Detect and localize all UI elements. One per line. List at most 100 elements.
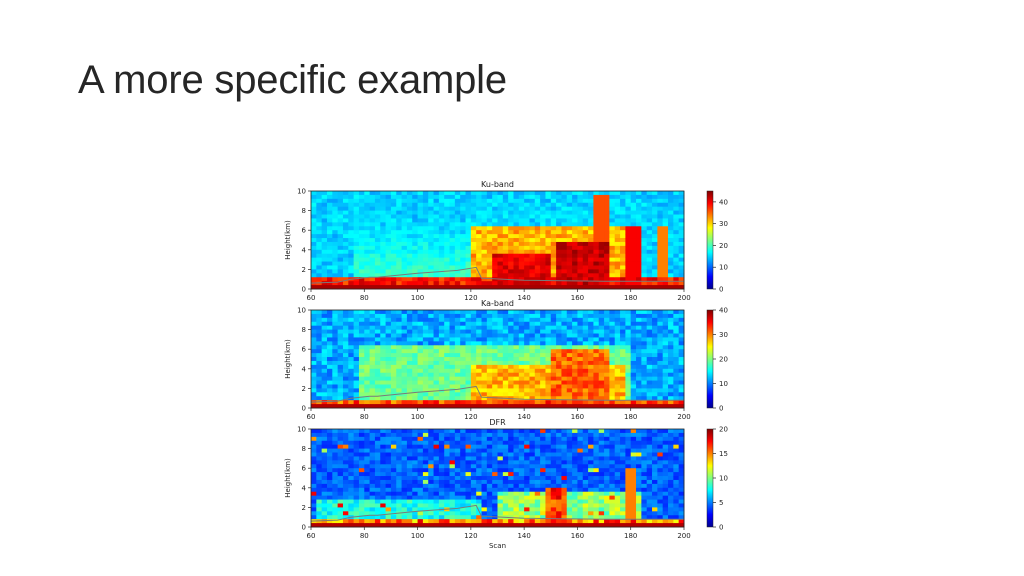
heatmap-cell <box>326 257 333 262</box>
heatmap-cell <box>657 325 664 330</box>
heatmap-cell <box>311 345 317 350</box>
heatmap-cell <box>311 210 317 215</box>
heatmap-cell <box>577 194 584 200</box>
heatmap-cell <box>454 230 461 235</box>
heatmap-cell <box>513 230 520 235</box>
heatmap-cell <box>534 483 541 489</box>
heatmap-cell <box>678 206 685 211</box>
heatmap-cell <box>604 202 610 208</box>
heatmap-cell <box>396 515 402 520</box>
heatmap-cell <box>566 392 573 397</box>
heatmap-cell <box>348 341 355 346</box>
heatmap-cell <box>332 448 339 453</box>
heatmap-cell <box>476 376 482 381</box>
heatmap-cell <box>396 218 402 223</box>
heatmap-cell <box>364 353 371 358</box>
heatmap-cell <box>374 273 381 278</box>
heatmap-cell <box>508 460 514 465</box>
heatmap-cell <box>518 376 525 381</box>
heatmap-cell <box>534 218 541 223</box>
heatmap-cell <box>311 487 317 493</box>
heatmap-cell <box>321 261 328 266</box>
heatmap-cell <box>412 507 418 512</box>
heatmap-cell <box>321 476 328 481</box>
heatmap-cell <box>518 483 525 489</box>
heatmap-cell <box>497 345 504 350</box>
heatmap-cell <box>438 483 445 489</box>
heatmap-cell <box>630 261 637 266</box>
heatmap-cell <box>614 384 621 389</box>
heatmap-cell <box>593 194 600 200</box>
heatmap-cells <box>311 310 685 409</box>
heatmap-cell <box>625 360 632 366</box>
heatmap-cell <box>428 380 434 385</box>
heatmap-cell <box>380 194 386 200</box>
heatmap-cell <box>646 317 653 323</box>
heatmap-cell <box>364 372 371 378</box>
heatmap-cell <box>428 238 434 243</box>
heatmap-cell <box>364 218 371 223</box>
heatmap-cell <box>588 281 594 286</box>
heatmap-cell <box>412 440 418 446</box>
heatmap-cell <box>417 257 424 262</box>
heatmap-cell <box>540 261 546 266</box>
heatmap-cell <box>582 269 589 274</box>
heatmap-cell <box>390 261 397 266</box>
heatmap-cell <box>444 376 450 381</box>
heatmap-cell <box>588 444 594 449</box>
heatmap-cell <box>508 345 514 350</box>
heatmap-cell <box>502 191 509 196</box>
heatmap-cell <box>556 277 562 282</box>
heatmap-cell <box>417 191 424 196</box>
heatmap-cell <box>358 191 365 196</box>
heatmap-cell <box>604 368 610 374</box>
heatmap-cell <box>428 503 434 508</box>
heatmap-cell <box>348 194 355 200</box>
heatmap-cell <box>465 317 472 323</box>
heatmap-cell <box>572 392 578 397</box>
heatmap-cell <box>449 464 456 469</box>
heatmap-cell <box>465 472 472 477</box>
heatmap-cell <box>422 400 429 405</box>
heatmap-cell <box>566 464 573 469</box>
heatmap-cell <box>476 440 482 446</box>
heatmap-cell <box>321 273 328 278</box>
heatmap-cell <box>593 281 600 286</box>
heatmap-cell <box>668 218 674 223</box>
heatmap-cell <box>540 222 546 227</box>
heatmap-cell <box>465 257 472 262</box>
heatmap-cell <box>646 337 653 342</box>
heatmap-cell <box>556 285 562 290</box>
heatmap-cell <box>422 384 429 389</box>
heatmap-cell <box>417 491 424 497</box>
heatmap-cell <box>311 404 317 409</box>
heatmap-cell <box>646 360 653 366</box>
heatmap-cell <box>358 214 365 219</box>
heatmap-cell <box>412 234 418 239</box>
heatmap-cell <box>444 436 450 442</box>
heatmap-cell <box>342 238 349 243</box>
heatmap-cell <box>534 191 541 196</box>
heatmap-cell <box>348 321 355 327</box>
heatmap-cell <box>561 432 568 438</box>
heatmap-cell <box>588 245 594 251</box>
heatmap-cell <box>598 380 605 385</box>
heatmap-cell <box>321 321 328 327</box>
heatmap-cell <box>422 507 429 512</box>
heatmap-cell <box>444 400 450 405</box>
heatmap-cell <box>588 329 594 334</box>
heatmap-cell <box>657 218 664 223</box>
heatmap-cell <box>332 503 339 508</box>
heatmap-cell <box>358 253 365 259</box>
heatmap-cell <box>358 468 365 473</box>
heatmap-cell <box>396 249 402 255</box>
heatmap-cell <box>673 202 680 208</box>
heatmap-cell <box>561 234 568 239</box>
heatmap-cell <box>396 214 402 219</box>
heatmap-cell <box>449 452 456 457</box>
heatmap-cell <box>566 313 573 319</box>
heatmap-cell <box>524 198 530 204</box>
heatmap-cell <box>502 464 509 469</box>
heatmap-cell <box>662 198 669 204</box>
heatmap-cell <box>604 191 610 196</box>
